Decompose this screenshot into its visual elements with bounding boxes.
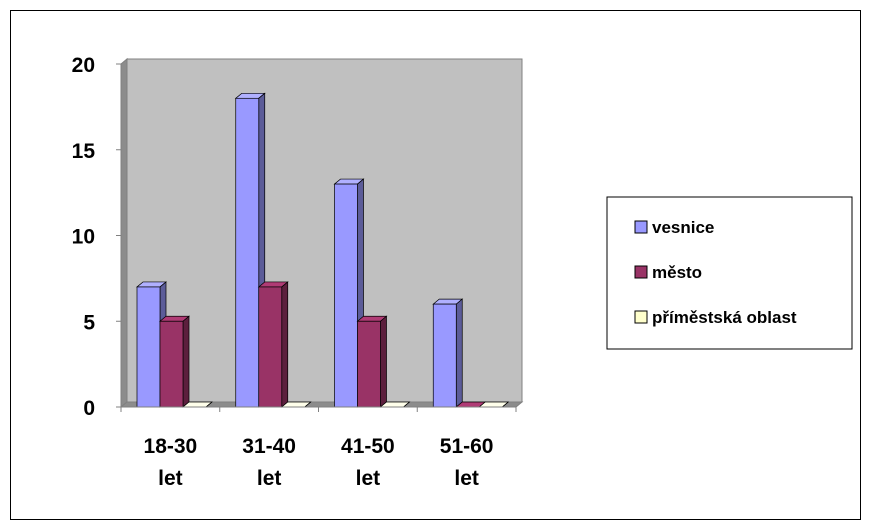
bar xyxy=(334,183,358,408)
bar xyxy=(159,320,184,408)
legend-swatch xyxy=(634,265,648,279)
x-tick-label: 31-40 let xyxy=(242,435,296,490)
bar-side xyxy=(304,401,311,408)
bar xyxy=(357,320,381,408)
plot-walls xyxy=(119,57,524,409)
y-tick-label: 0 xyxy=(83,397,95,420)
bar xyxy=(235,97,260,408)
bar-side xyxy=(182,315,190,408)
bar-side xyxy=(380,315,387,408)
legend-label: příměstská oblast xyxy=(652,308,797,327)
bar-side xyxy=(502,401,509,408)
x-tick-label: 18-30 let xyxy=(144,435,198,490)
legend-box xyxy=(606,196,853,350)
y-tick-label: 5 xyxy=(83,311,95,334)
bar-side xyxy=(455,298,463,408)
chart-frame xyxy=(10,10,861,520)
y-tick-label: 10 xyxy=(72,226,95,249)
legend-swatch xyxy=(634,220,648,234)
x-tick-label: 51-60 let xyxy=(440,435,494,490)
bar xyxy=(258,286,283,408)
y-tick-label: 15 xyxy=(72,140,96,163)
x-axis: 18-30 let 31-40 let 41-50 let 51-60 let xyxy=(120,406,517,490)
bar xyxy=(432,303,457,408)
legend: vesnice město příměstská oblast xyxy=(606,196,853,350)
side-wall xyxy=(120,57,128,409)
bar xyxy=(136,286,161,408)
legend-label: vesnice xyxy=(652,218,714,237)
bar-side xyxy=(281,281,289,408)
legend-label: město xyxy=(652,263,702,282)
bars xyxy=(136,92,510,408)
x-tick-label: 41-50 let xyxy=(341,435,395,490)
bar-side xyxy=(403,401,410,408)
y-axis: 0 5 10 15 20 xyxy=(72,54,122,420)
bar-side xyxy=(205,401,213,408)
legend-swatch xyxy=(634,310,648,324)
y-tick-label: 20 xyxy=(72,54,95,77)
